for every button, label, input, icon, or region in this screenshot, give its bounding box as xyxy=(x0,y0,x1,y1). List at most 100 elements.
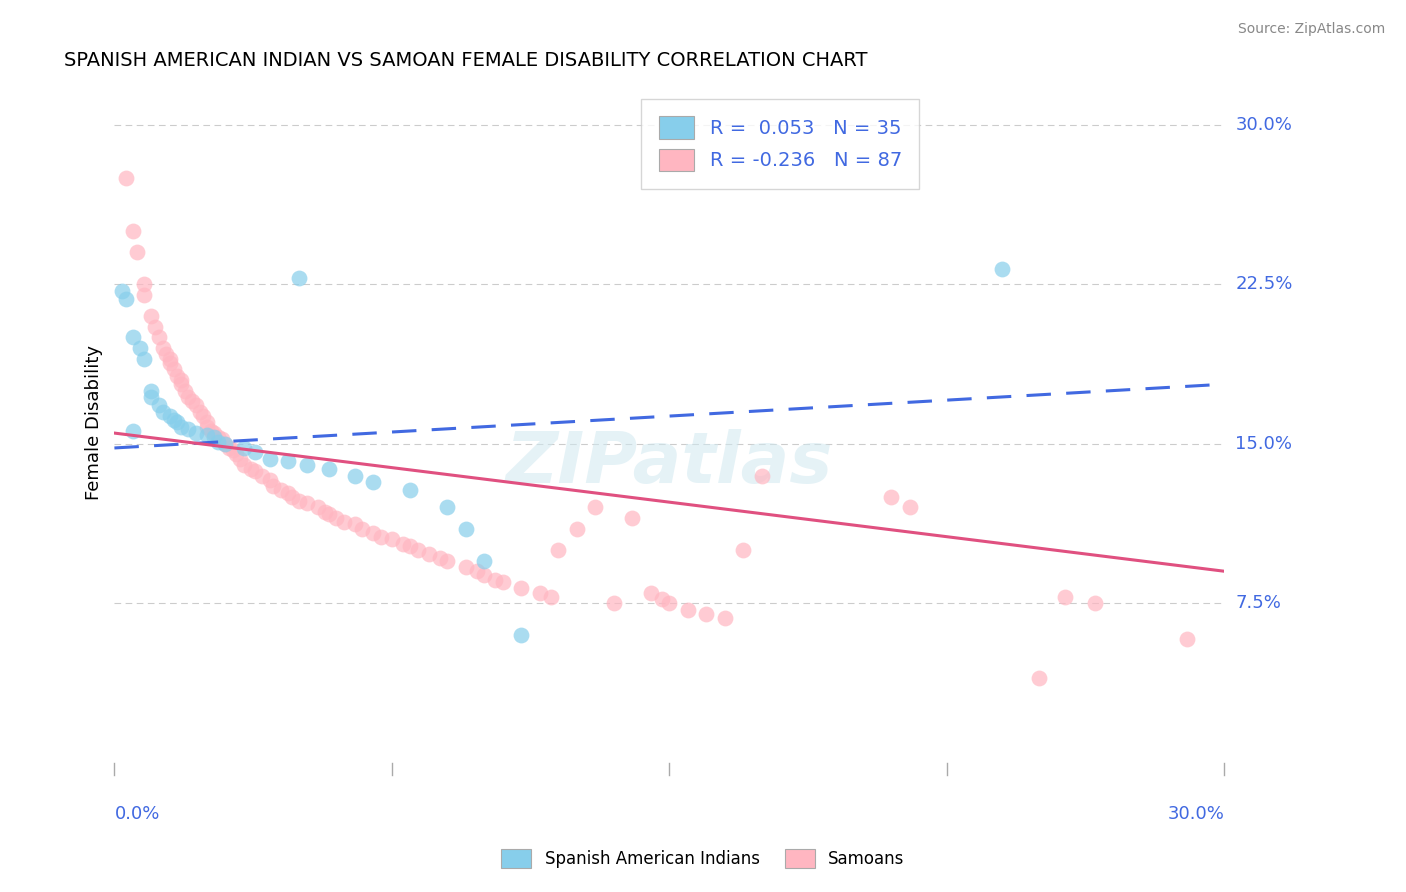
Point xyxy=(429,551,451,566)
Point xyxy=(193,409,215,423)
Point xyxy=(314,505,336,519)
Point xyxy=(232,458,254,472)
Point xyxy=(122,424,145,438)
Point xyxy=(259,451,281,466)
Point xyxy=(281,490,304,504)
Point xyxy=(214,436,236,450)
Point xyxy=(122,224,145,238)
Point xyxy=(229,451,252,466)
Point xyxy=(263,479,285,493)
Point xyxy=(225,447,247,461)
Point xyxy=(880,490,903,504)
Point xyxy=(132,288,155,302)
Point xyxy=(170,419,193,434)
Point xyxy=(111,284,134,298)
Point xyxy=(148,330,170,344)
Point xyxy=(343,468,366,483)
Point xyxy=(152,405,174,419)
Point xyxy=(399,539,422,553)
Point xyxy=(474,568,496,582)
Point xyxy=(1175,632,1198,647)
Point xyxy=(898,500,921,515)
Point xyxy=(363,526,385,541)
Point xyxy=(651,591,673,606)
Point xyxy=(173,384,195,398)
Point xyxy=(436,500,458,515)
Point xyxy=(714,611,737,625)
Point xyxy=(143,319,166,334)
Point xyxy=(277,453,299,467)
Point xyxy=(159,409,181,423)
Point xyxy=(222,443,245,458)
Point xyxy=(162,413,184,427)
Point xyxy=(583,500,606,515)
Point xyxy=(733,543,755,558)
Point xyxy=(132,351,155,366)
Point xyxy=(195,428,218,442)
Point xyxy=(141,390,163,404)
Point xyxy=(232,441,254,455)
Point xyxy=(510,628,533,642)
Point xyxy=(381,533,404,547)
Point xyxy=(195,416,218,430)
Point xyxy=(695,607,717,621)
Point xyxy=(132,277,155,292)
Point xyxy=(288,494,311,508)
Text: 30.0%: 30.0% xyxy=(1236,116,1292,134)
Point xyxy=(114,292,136,306)
Text: Source: ZipAtlas.com: Source: ZipAtlas.com xyxy=(1237,22,1385,37)
Point xyxy=(195,419,218,434)
Point xyxy=(465,564,488,578)
Text: 22.5%: 22.5% xyxy=(1236,276,1292,293)
Point xyxy=(540,590,562,604)
Text: 7.5%: 7.5% xyxy=(1236,594,1281,612)
Point xyxy=(214,436,236,450)
Point xyxy=(129,341,152,355)
Point xyxy=(177,390,200,404)
Legend: R =  0.053   N = 35, R = -0.236   N = 87: R = 0.053 N = 35, R = -0.236 N = 87 xyxy=(641,99,920,188)
Legend: Spanish American Indians, Samoans: Spanish American Indians, Samoans xyxy=(495,842,911,875)
Point xyxy=(318,462,340,476)
Point xyxy=(352,522,374,536)
Point xyxy=(218,441,240,455)
Point xyxy=(211,433,233,447)
Point xyxy=(114,171,136,186)
Point xyxy=(162,362,184,376)
Text: 15.0%: 15.0% xyxy=(1236,434,1292,453)
Point xyxy=(454,560,477,574)
Text: 0.0%: 0.0% xyxy=(114,805,160,823)
Point xyxy=(436,553,458,567)
Point xyxy=(170,373,193,387)
Point xyxy=(240,462,263,476)
Point xyxy=(177,422,200,436)
Point xyxy=(270,483,292,498)
Point xyxy=(243,464,266,478)
Point xyxy=(474,553,496,567)
Point xyxy=(991,262,1014,277)
Point xyxy=(318,507,340,521)
Point xyxy=(148,399,170,413)
Point xyxy=(370,530,392,544)
Point xyxy=(295,496,318,510)
Point xyxy=(751,468,773,483)
Point xyxy=(170,377,193,392)
Point xyxy=(307,500,329,515)
Point xyxy=(295,458,318,472)
Point xyxy=(159,356,181,370)
Point xyxy=(125,245,148,260)
Point xyxy=(288,271,311,285)
Point xyxy=(141,309,163,323)
Point xyxy=(181,394,204,409)
Point xyxy=(454,522,477,536)
Point xyxy=(510,581,533,595)
Point xyxy=(166,368,188,383)
Point xyxy=(207,434,229,449)
Point xyxy=(207,430,229,444)
Point xyxy=(603,596,626,610)
Point xyxy=(202,430,225,444)
Point xyxy=(155,347,177,361)
Point xyxy=(243,445,266,459)
Point xyxy=(676,602,699,616)
Point xyxy=(399,483,422,498)
Point xyxy=(343,517,366,532)
